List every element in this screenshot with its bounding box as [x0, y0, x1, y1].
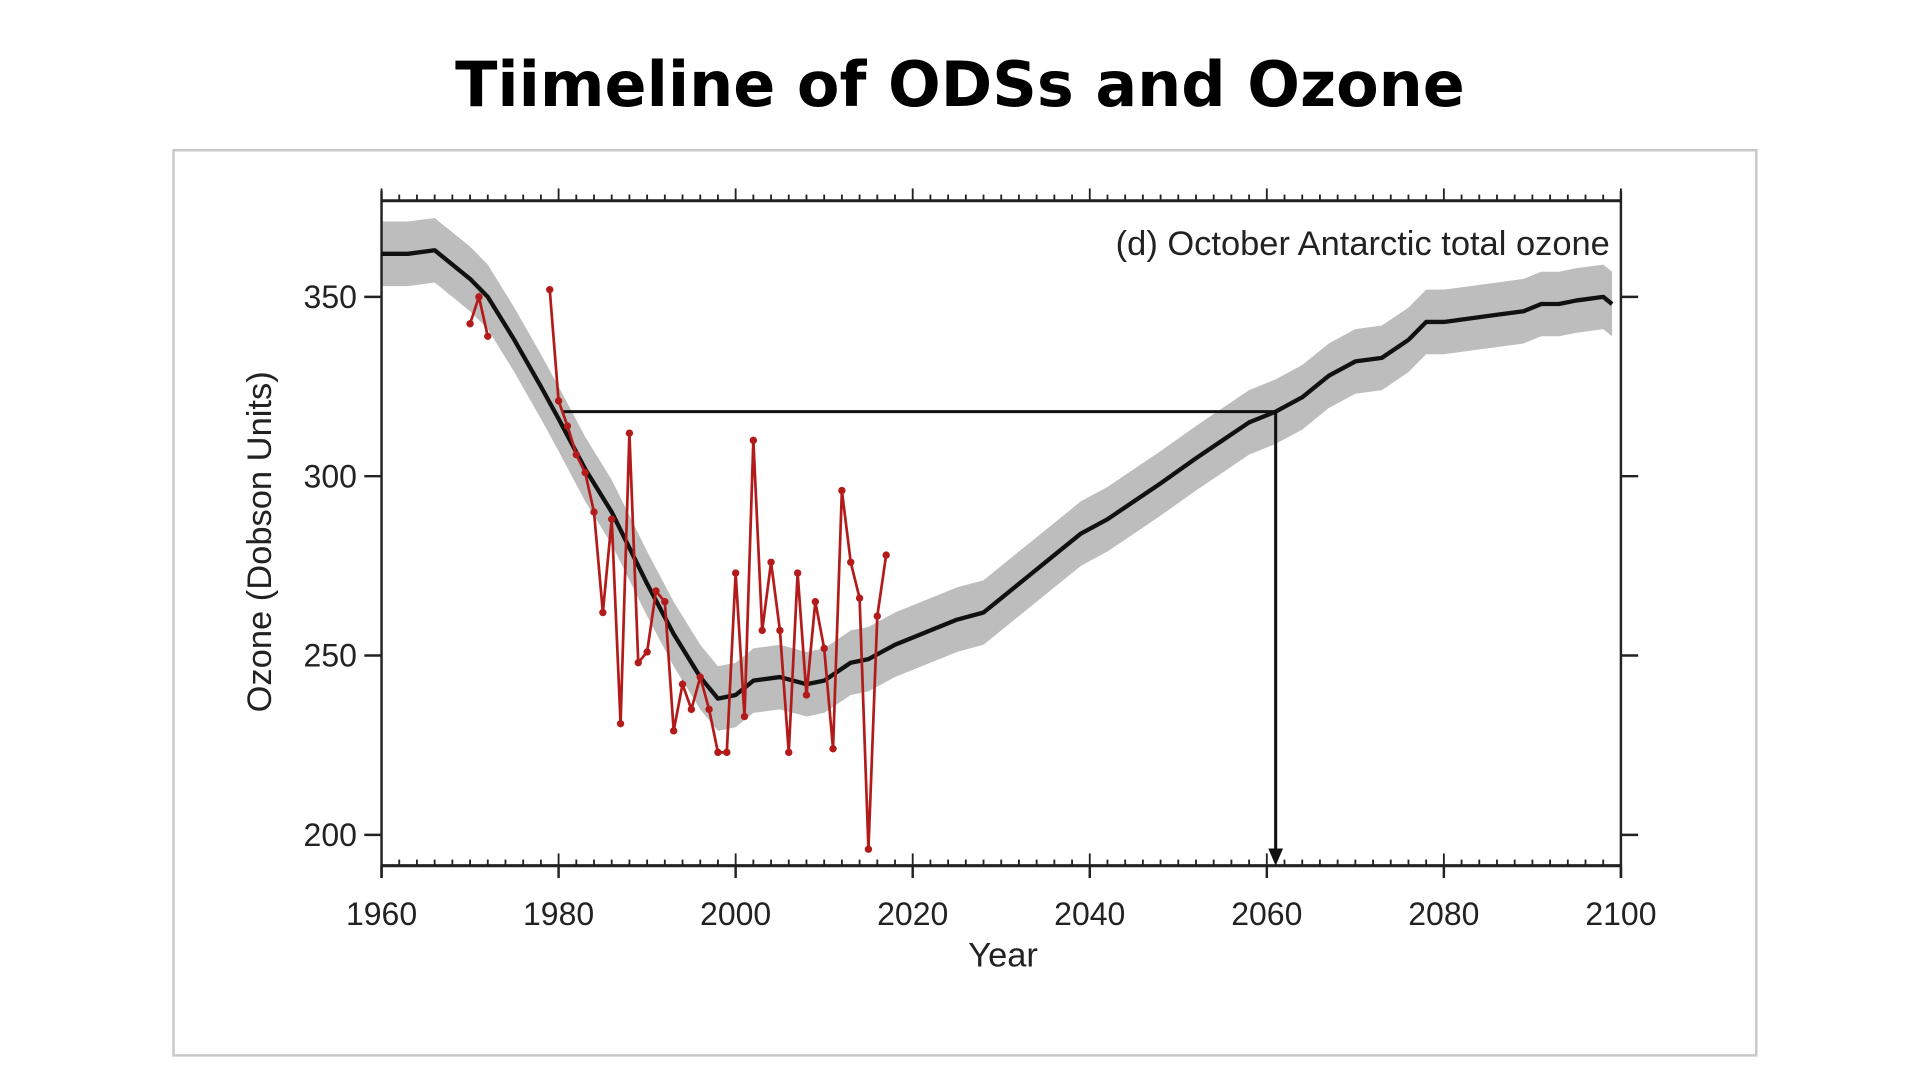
- observation-point: [829, 745, 837, 753]
- x-tick-label: 2080: [1408, 896, 1479, 932]
- observation-point: [731, 569, 740, 577]
- observation-point: [811, 598, 820, 606]
- x-tick-label: 2100: [1585, 896, 1656, 932]
- x-tick-label: 2040: [1054, 896, 1125, 932]
- observation-point: [740, 712, 749, 721]
- observation-point: [855, 594, 864, 602]
- observation-point: [723, 748, 731, 757]
- observation-point: [616, 719, 625, 728]
- observation-point: [546, 285, 554, 294]
- model-uncertainty-band: [381, 217, 1613, 731]
- observation-point: [864, 845, 873, 853]
- model-mean-line: [381, 248, 1614, 701]
- observation-point: [847, 558, 855, 566]
- y-tick-label: 300: [304, 458, 357, 494]
- observation-point: [785, 748, 793, 757]
- x-tick-label: 2060: [1231, 896, 1302, 932]
- observation-point: [661, 598, 669, 606]
- y-tick-label: 350: [304, 279, 357, 315]
- x-tick-label: 1960: [346, 896, 417, 932]
- observation-point: [652, 587, 660, 595]
- observation-point: [581, 468, 589, 477]
- observation-point: [554, 397, 563, 405]
- observation-point: [643, 648, 651, 656]
- observation-point: [625, 429, 634, 437]
- observation-point: [749, 436, 758, 445]
- observation-point: [572, 450, 580, 459]
- observation-point: [714, 748, 722, 757]
- observation-point: [678, 680, 687, 688]
- page-title: Tiimeline of ODSs and Ozone: [455, 48, 1465, 121]
- observation-point: [793, 569, 802, 577]
- observation-point: [758, 626, 766, 635]
- observation-point: [767, 558, 775, 566]
- observation-point: [466, 320, 474, 328]
- observation-point: [608, 515, 616, 523]
- chart-title: (d) October Antarctic total ozone: [1116, 225, 1610, 263]
- y-axis-title: Ozone (Dobson Units): [241, 371, 279, 712]
- observations-line: [548, 289, 888, 850]
- observation-point: [776, 626, 784, 635]
- x-tick-label: 2000: [700, 896, 771, 932]
- y-tick-label: 250: [304, 638, 357, 674]
- observation-point: [696, 673, 704, 681]
- observation-point: [484, 332, 492, 341]
- y-tick-label: 200: [304, 817, 357, 853]
- observation-point: [873, 612, 881, 620]
- x-tick-label: 2020: [877, 896, 948, 932]
- observation-point: [669, 727, 678, 735]
- recovery-arrowhead: [1268, 848, 1284, 866]
- x-axis-title: Year: [968, 937, 1038, 975]
- observation-point: [802, 691, 811, 699]
- observation-point: [590, 508, 598, 516]
- observation-point: [882, 551, 890, 559]
- observation-point: [599, 608, 607, 617]
- observation-point: [838, 486, 846, 495]
- chart-frame: [172, 149, 1758, 1057]
- observation-point: [475, 293, 483, 301]
- observation-point: [634, 659, 642, 667]
- observation-point: [563, 422, 572, 430]
- observation-point: [687, 705, 696, 714]
- x-tick-label: 1980: [523, 896, 594, 932]
- observation-point: [820, 644, 828, 653]
- observation-point: [705, 705, 713, 714]
